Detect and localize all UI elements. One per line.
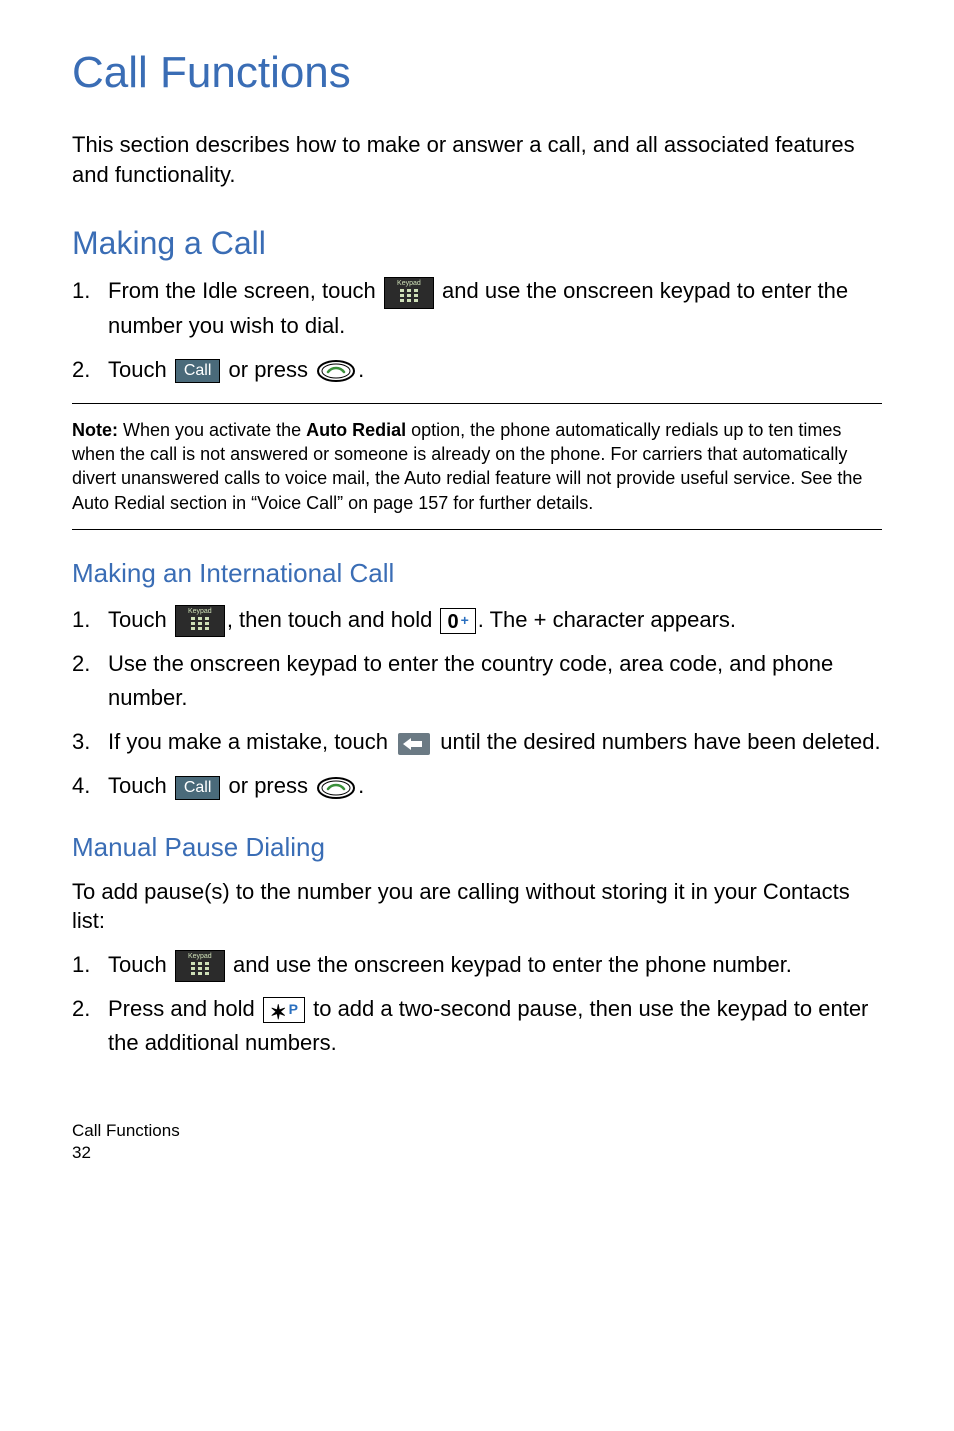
page-title: Call Functions xyxy=(72,48,882,98)
key-main: ✶ xyxy=(270,1002,287,1024)
keypad-icon xyxy=(384,277,434,309)
call-button-icon: Call xyxy=(175,359,221,383)
step-number: 3. xyxy=(72,725,90,759)
step-text: Touch xyxy=(108,357,173,382)
manual-pause-intro: To add pause(s) to the number you are ca… xyxy=(72,877,882,936)
step-number: 2. xyxy=(72,992,90,1026)
international-steps: 1. Touch , then touch and hold 0+. The +… xyxy=(72,603,882,804)
step-number: 1. xyxy=(72,274,90,308)
note-block: Note: When you activate the Auto Redial … xyxy=(72,418,882,515)
call-button-icon: Call xyxy=(175,776,221,800)
divider xyxy=(72,403,882,404)
section-making-a-call-heading: Making a Call xyxy=(72,225,882,262)
step-2: 2. Touch Call or press . xyxy=(72,353,882,387)
send-key-icon xyxy=(316,359,356,383)
step-text: Use the onscreen keypad to enter the cou… xyxy=(108,651,833,710)
step-text: Touch xyxy=(108,607,173,632)
key-main: 0 xyxy=(447,611,458,633)
step-text: or press xyxy=(229,773,315,798)
page-footer: Call Functions 32 xyxy=(72,1120,882,1164)
footer-title: Call Functions xyxy=(72,1120,882,1142)
step-3: 3. If you make a mistake, touch until th… xyxy=(72,725,882,759)
intro-paragraph: This section describes how to make or an… xyxy=(72,130,882,189)
step-2: 2. Use the onscreen keypad to enter the … xyxy=(72,647,882,715)
step-number: 1. xyxy=(72,948,90,982)
send-key-icon xyxy=(316,776,356,800)
making-a-call-steps: 1. From the Idle screen, touch and use t… xyxy=(72,274,882,386)
key-star-p-icon: ✶P xyxy=(263,997,305,1023)
keypad-icon xyxy=(175,950,225,982)
manual-pause-steps: 1. Touch and use the onscreen keypad to … xyxy=(72,948,882,1060)
step-text: From the Idle screen, touch xyxy=(108,278,382,303)
step-text: . xyxy=(358,773,364,798)
step-1: 1. From the Idle screen, touch and use t… xyxy=(72,274,882,342)
step-1: 1. Touch , then touch and hold 0+. The +… xyxy=(72,603,882,637)
step-text: If you make a mistake, touch xyxy=(108,729,394,754)
step-text: Touch xyxy=(108,952,173,977)
step-text: until the desired numbers have been dele… xyxy=(440,729,880,754)
section-international-heading: Making an International Call xyxy=(72,558,882,589)
backspace-icon xyxy=(398,733,430,755)
step-number: 2. xyxy=(72,353,90,387)
step-1: 1. Touch and use the onscreen keypad to … xyxy=(72,948,882,982)
step-text: Press and hold xyxy=(108,996,261,1021)
section-manual-pause-heading: Manual Pause Dialing xyxy=(72,832,882,863)
key-sup: P xyxy=(289,1001,298,1017)
step-2: 2. Press and hold ✶P to add a two-second… xyxy=(72,992,882,1060)
step-4: 4. Touch Call or press . xyxy=(72,769,882,803)
step-number: 2. xyxy=(72,647,90,681)
note-text: When you activate the xyxy=(118,420,306,440)
note-label: Note: xyxy=(72,420,118,440)
step-text: or press xyxy=(229,357,315,382)
step-number: 4. xyxy=(72,769,90,803)
note-bold: Auto Redial xyxy=(306,420,406,440)
footer-page-number: 32 xyxy=(72,1142,882,1164)
divider xyxy=(72,529,882,530)
step-text: . xyxy=(358,357,364,382)
step-text: Touch xyxy=(108,773,173,798)
step-text: and use the onscreen keypad to enter the… xyxy=(233,952,792,977)
step-number: 1. xyxy=(72,603,90,637)
step-text: , then touch and hold xyxy=(227,607,439,632)
keypad-icon xyxy=(175,605,225,637)
key-0-plus-icon: 0+ xyxy=(440,608,475,634)
key-sup: + xyxy=(461,612,469,628)
step-text: . The + character appears. xyxy=(478,607,736,632)
